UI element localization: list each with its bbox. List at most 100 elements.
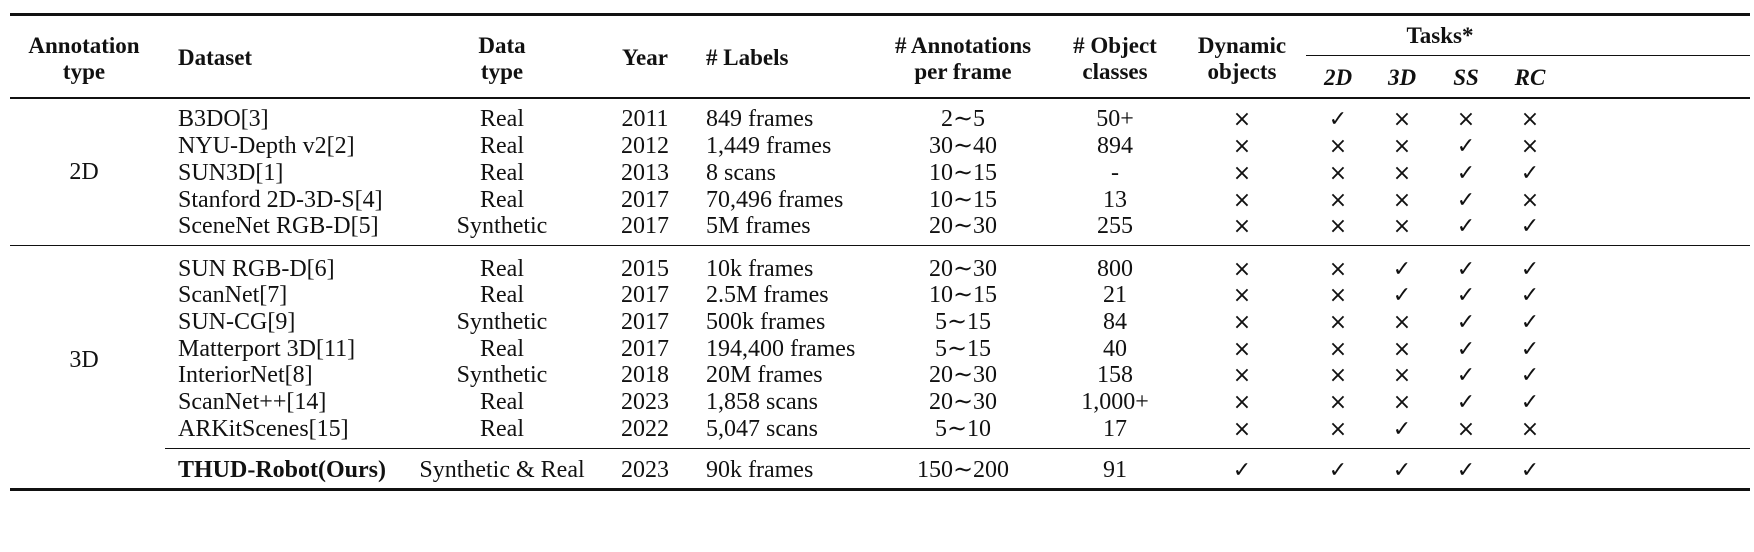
header-tasks: Tasks*	[1406, 23, 1474, 48]
cell-annotations: 10∼15	[928, 160, 998, 186]
cell-task-rc: ✓	[1520, 363, 1540, 388]
cell-object-classes: 800	[1097, 256, 1133, 282]
cell-task-rc: ✓	[1520, 161, 1540, 186]
cell-annotations: 20∼30	[928, 256, 998, 282]
cell-task-3d: ×	[1392, 337, 1412, 362]
cell-dataset: Stanford 2D-3D-S[4]	[178, 187, 383, 213]
cell-year: 2023	[621, 389, 669, 415]
cell-dynamic: ×	[1232, 390, 1252, 415]
header-dataset: Dataset	[178, 45, 253, 70]
cell-dynamic: ×	[1232, 134, 1252, 159]
cell-task-rc: ✓	[1520, 458, 1540, 483]
cell-dataset: NYU-Depth v2[2]	[178, 133, 355, 159]
cell-object-classes: 158	[1097, 362, 1133, 388]
cell-annotations: 20∼30	[928, 389, 998, 415]
cell-year: 2013	[621, 160, 669, 186]
cell-task-3d: ×	[1392, 161, 1412, 186]
group-label-3d: 3D	[69, 347, 99, 373]
cell-year: 2015	[621, 256, 669, 282]
cell-task-rc: ✓	[1520, 390, 1540, 415]
cell-task-3d: ✓	[1392, 257, 1412, 282]
cell-year: 2023	[621, 457, 669, 483]
cell-annotations: 150∼200	[916, 457, 1010, 483]
cell-dynamic: ×	[1232, 161, 1252, 186]
cell-task-ss: ✓	[1456, 188, 1476, 213]
cell-task-2d: ×	[1328, 283, 1348, 308]
cell-data-type: Synthetic	[456, 213, 548, 239]
cell-dynamic: ×	[1232, 188, 1252, 213]
cell-data-type: Real	[480, 416, 524, 442]
cell-annotations: 5∼15	[934, 336, 992, 362]
cell-annotations: 10∼15	[928, 187, 998, 213]
cell-year: 2017	[621, 282, 669, 308]
cell-task-rc: ✓	[1520, 337, 1540, 362]
cell-year: 2017	[621, 309, 669, 335]
cell-data-type: Real	[480, 336, 524, 362]
header-annotations-line1: # Annotations	[894, 33, 1032, 58]
cell-dynamic: ×	[1232, 257, 1252, 282]
cell-data-type: Synthetic & Real	[419, 457, 585, 483]
cell-object-classes: 91	[1103, 457, 1127, 483]
ours-rule	[165, 448, 1750, 449]
group-rule	[10, 245, 1750, 246]
cell-dynamic: ×	[1232, 417, 1252, 442]
cell-labels: 849 frames	[706, 106, 814, 132]
cell-data-type: Real	[480, 282, 524, 308]
cell-task-2d: ×	[1328, 363, 1348, 388]
cell-task-2d: ×	[1328, 188, 1348, 213]
cell-dataset: InteriorNet[8]	[178, 362, 313, 388]
cell-dynamic: ×	[1232, 310, 1252, 335]
cell-task-2d: ×	[1328, 310, 1348, 335]
header-annotations-line2: per frame	[914, 59, 1012, 84]
cell-task-rc: ×	[1520, 188, 1540, 213]
header-year: Year	[622, 45, 668, 70]
cell-data-type: Synthetic	[456, 309, 548, 335]
cell-object-classes: -	[1111, 160, 1119, 186]
cell-labels: 2.5M frames	[706, 282, 829, 308]
header-labels: # Labels	[706, 45, 789, 70]
cell-object-classes: 255	[1097, 213, 1133, 239]
cell-labels: 10k frames	[706, 256, 814, 282]
cell-year: 2017	[621, 187, 669, 213]
cell-task-2d: ×	[1328, 417, 1348, 442]
cell-year: 2018	[621, 362, 669, 388]
cell-task-ss: ✓	[1456, 363, 1476, 388]
cell-labels: 1,858 scans	[706, 389, 818, 415]
cell-object-classes: 894	[1097, 133, 1133, 159]
header-object-classes-line2: classes	[1082, 59, 1148, 84]
header-task-3d: 3D	[1387, 65, 1417, 90]
cell-task-2d: ×	[1328, 337, 1348, 362]
cell-dynamic: ✓	[1232, 458, 1252, 483]
cell-labels: 500k frames	[706, 309, 826, 335]
cell-dataset: SUN3D[1]	[178, 160, 284, 186]
cell-task-rc: ✓	[1520, 310, 1540, 335]
cell-task-2d: ×	[1328, 257, 1348, 282]
cell-task-ss: ✓	[1456, 458, 1476, 483]
cell-task-ss: ×	[1456, 417, 1476, 442]
header-data-type-line1: Data	[478, 33, 526, 58]
cell-year: 2012	[621, 133, 669, 159]
header-annotation-type-line1: Annotation	[28, 33, 140, 58]
cell-task-rc: ✓	[1520, 257, 1540, 282]
cell-task-ss: ✓	[1456, 390, 1476, 415]
header-task-ss: SS	[1453, 65, 1479, 90]
cell-data-type: Real	[480, 187, 524, 213]
cell-annotations: 20∼30	[928, 362, 998, 388]
cell-task-3d: ×	[1392, 310, 1412, 335]
cell-task-3d: ✓	[1392, 283, 1412, 308]
cell-dynamic: ×	[1232, 214, 1252, 239]
cell-dataset: SceneNet RGB-D[5]	[178, 213, 379, 239]
bottom-rule	[10, 488, 1750, 491]
cell-task-3d: ×	[1392, 107, 1412, 132]
header-dynamic-line2: objects	[1207, 59, 1277, 84]
cell-labels: 90k frames	[706, 457, 814, 483]
cell-annotations: 20∼30	[928, 213, 998, 239]
cell-task-2d: ×	[1328, 161, 1348, 186]
cell-year: 2011	[621, 106, 669, 132]
cell-object-classes: 13	[1103, 187, 1127, 213]
header-object-classes-line1: # Object	[1073, 33, 1157, 58]
cell-task-2d: ✓	[1328, 107, 1348, 132]
cell-task-ss: ✓	[1456, 161, 1476, 186]
cell-task-3d: ×	[1392, 214, 1412, 239]
header-task-2d: 2D	[1323, 65, 1353, 90]
